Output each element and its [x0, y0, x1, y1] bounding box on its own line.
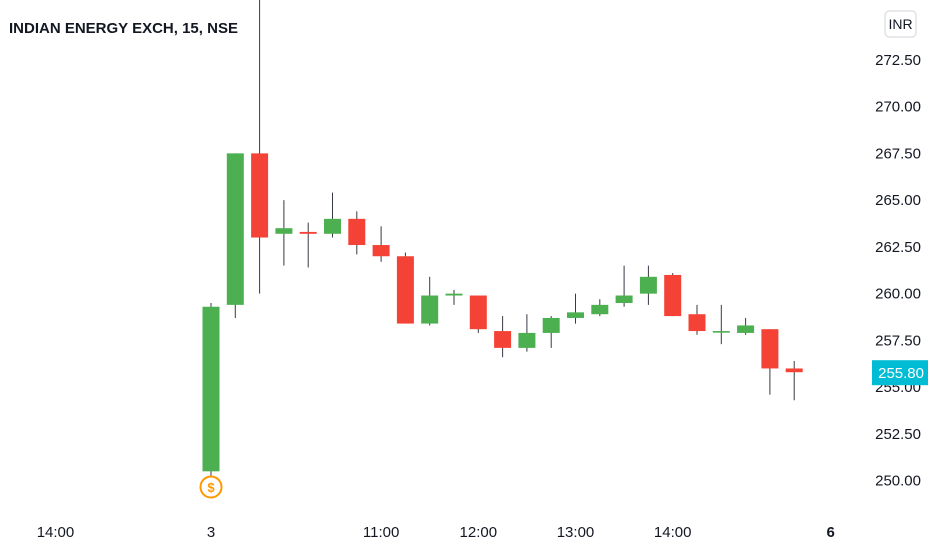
y-tick-label: 257.50	[875, 332, 921, 349]
candle-body	[542, 317, 560, 333]
candle-body	[664, 274, 682, 317]
candle	[518, 314, 536, 352]
candle-body	[348, 218, 366, 246]
last-price-tag: 255.80	[872, 360, 928, 386]
candle-body	[275, 228, 293, 234]
candle-body	[202, 306, 220, 472]
candle-body	[785, 368, 803, 373]
candle	[639, 265, 657, 305]
candle-body	[251, 153, 269, 238]
candle-body	[688, 314, 706, 332]
candle	[226, 153, 244, 318]
candle	[494, 316, 512, 358]
candle	[396, 252, 414, 324]
candle	[785, 360, 803, 401]
candle-body	[639, 276, 657, 294]
candle-body	[591, 304, 609, 315]
candle	[348, 211, 366, 255]
candle	[737, 317, 755, 335]
last-price-label: 255.80	[878, 365, 924, 382]
candle-body	[324, 218, 341, 234]
candle	[591, 299, 609, 317]
y-tick-label: 252.50	[875, 426, 921, 443]
x-tick-label: 14:00	[37, 524, 75, 541]
dividend-marker-label: $	[207, 480, 215, 495]
candle	[664, 273, 682, 317]
x-tick-label: 6	[826, 524, 834, 541]
x-tick-label: 12:00	[460, 524, 498, 541]
candle	[615, 265, 633, 307]
candle-body	[567, 312, 584, 318]
candle-body	[712, 331, 730, 333]
candle	[421, 276, 439, 326]
candle-body	[299, 231, 317, 234]
y-tick-label: 260.00	[875, 286, 921, 303]
candle-body	[226, 153, 244, 305]
x-tick-label: 14:00	[654, 524, 692, 541]
currency-badge[interactable]	[884, 10, 917, 38]
candle-body	[761, 329, 779, 369]
candle	[299, 222, 317, 268]
last-price-badge	[872, 360, 928, 386]
candle	[542, 316, 560, 348]
candle-body	[737, 325, 755, 333]
candle	[251, 0, 269, 294]
candle	[688, 304, 706, 335]
x-tick-label: 3	[207, 524, 215, 541]
candle	[469, 295, 487, 333]
candle-body	[445, 293, 463, 296]
candle	[445, 289, 463, 305]
y-tick-label: 272.50	[875, 52, 921, 69]
chart-title: INDIAN ENERGY EXCH, 15, NSE	[9, 20, 238, 37]
currency-label: INR	[888, 16, 912, 32]
candle	[567, 293, 584, 324]
x-tick-label: 13:00	[557, 524, 595, 541]
dividend-marker-circle	[199, 475, 223, 499]
y-tick-label: 262.50	[875, 239, 921, 256]
candle-body	[518, 332, 536, 348]
candle-body	[421, 295, 439, 324]
candle-body	[494, 331, 512, 348]
y-tick-label: 250.00	[875, 473, 921, 490]
candles-layer	[202, 0, 803, 496]
y-tick-label: 267.50	[875, 145, 921, 162]
candle	[202, 303, 220, 496]
candle	[761, 329, 779, 395]
candle-body	[372, 245, 390, 257]
candle	[372, 226, 390, 262]
candle-body	[615, 295, 633, 303]
y-tick-label: 270.00	[875, 99, 921, 116]
y-tick-label: 265.00	[875, 192, 921, 209]
candle-body	[396, 256, 414, 324]
time-axis[interactable]: 14:00 3 11:00 12:00 13:00 14:00 6	[37, 524, 835, 541]
price-axis[interactable]: INR 272.50 270.00 267.50 265.00 262.50 260.00…	[875, 10, 921, 490]
candle	[712, 304, 730, 345]
dividend-marker[interactable]: $	[199, 475, 223, 499]
candle	[275, 200, 293, 266]
candle-body	[469, 295, 487, 330]
candle	[324, 192, 341, 238]
x-tick-label: 11:00	[363, 524, 399, 541]
